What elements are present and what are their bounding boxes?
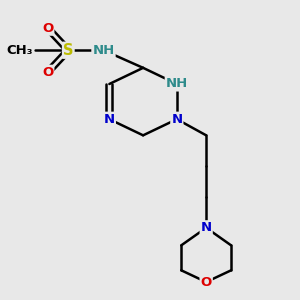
Text: O: O [201, 275, 212, 289]
Text: N: N [104, 113, 115, 126]
Text: N: N [201, 221, 212, 234]
Text: S: S [63, 43, 74, 58]
Text: NH: NH [92, 44, 115, 57]
Text: NH: NH [166, 77, 188, 91]
Text: CH₃: CH₃ [7, 44, 33, 57]
Text: N: N [171, 113, 182, 126]
Text: O: O [42, 66, 53, 79]
Text: O: O [42, 22, 53, 35]
